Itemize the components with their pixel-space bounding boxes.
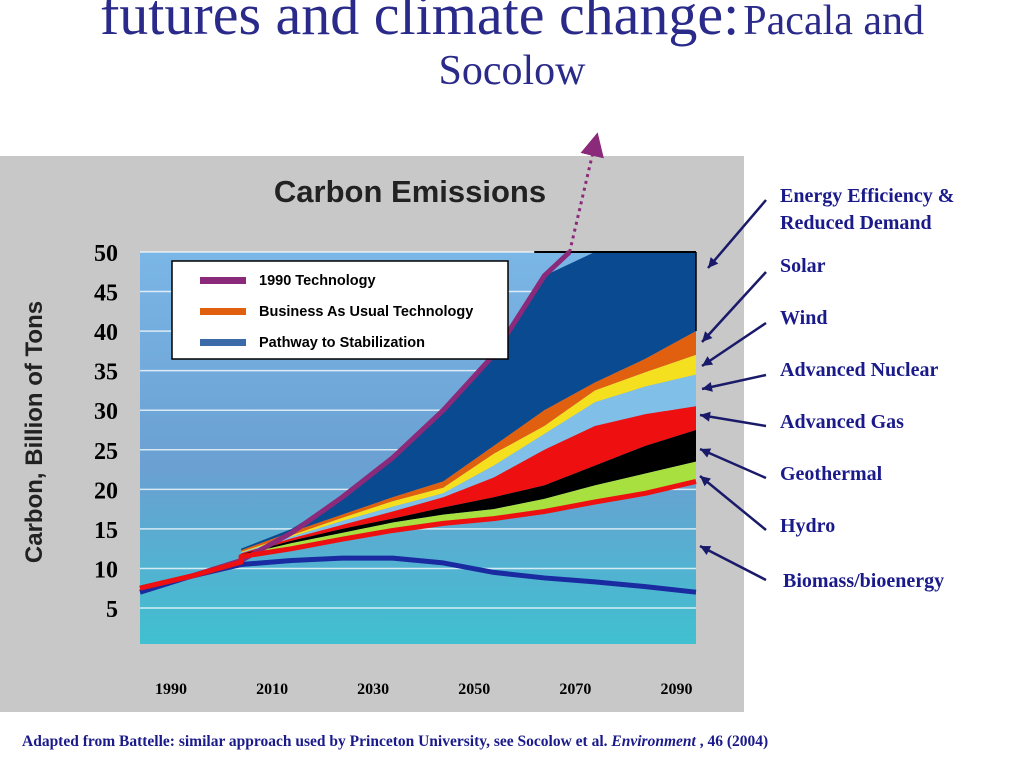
footer-prefix: Adapted from Battelle: similar approach … <box>22 733 608 750</box>
y-tick-label: 10 <box>94 557 118 583</box>
title-sub-1: Pacala and <box>743 0 925 44</box>
title-main: futures and climate change: <box>99 0 740 47</box>
title-sub-2: Socolow <box>438 48 586 94</box>
wedge-label-arrows <box>699 199 767 582</box>
legend-swatch <box>200 339 246 346</box>
wedge-area <box>241 406 696 555</box>
y-tick-label: 45 <box>94 281 118 307</box>
wedge-areas <box>241 251 697 557</box>
chart-title: Carbon Emissions <box>274 174 546 209</box>
x-tick-label: 2030 <box>357 681 389 698</box>
y-tick-label: 35 <box>94 360 118 386</box>
y-tick-label: 5 <box>106 597 118 623</box>
plot-top-border <box>534 251 696 253</box>
x-tick-label: 2010 <box>256 681 288 698</box>
label-arrow <box>707 199 767 269</box>
axes: 5 10 15 20 25 30 35 40 45 50 1990 2010 2030 2050 2070 2… <box>94 241 692 698</box>
legend: 1990 Technology Business As Usual Technol… <box>171 260 509 360</box>
label-biomass: Biomass/bioenergy <box>783 570 945 592</box>
label-solar: Solar <box>780 255 826 277</box>
legend-label: 1990 Technology <box>259 273 376 289</box>
slide-title: futures and climate change: Pacala and S… <box>0 0 1024 92</box>
x-tick-label: 2070 <box>559 681 591 698</box>
label-arrow-head <box>702 356 714 366</box>
label-arrow-head <box>700 411 711 422</box>
label-arrow <box>699 475 767 531</box>
label-arrow <box>699 413 767 428</box>
label-arrow-head <box>700 476 711 487</box>
legend-label: Pathway to Stabilization <box>259 335 425 351</box>
y-tick-label: 30 <box>94 399 118 425</box>
source-footnote: Adapted from Battelle: similar approach … <box>22 733 768 751</box>
wedge-area <box>241 461 696 557</box>
label-energy-efficiency: Energy Efficiency & Reduced Demand <box>780 185 955 234</box>
y-axis-label: Carbon, Billion of Tons <box>21 301 48 563</box>
label-arrow-head <box>700 448 712 458</box>
label-arrow <box>701 373 767 391</box>
y-tick-label: 40 <box>94 320 118 346</box>
label-advanced-nuclear: Advanced Nuclear <box>780 359 939 381</box>
label-arrow <box>699 447 767 480</box>
series-line-1990-technology-extension <box>568 132 604 253</box>
label-advanced-gas: Advanced Gas <box>780 411 904 433</box>
label-arrow <box>701 321 767 368</box>
label-hydro: Hydro <box>780 515 836 537</box>
legend-swatch <box>200 308 246 315</box>
wedge-area <box>241 430 696 555</box>
label-arrow-head <box>700 546 712 556</box>
label-arrow-head <box>708 257 719 268</box>
wedge-area <box>241 374 696 554</box>
footer-journal: Environment <box>611 733 696 750</box>
x-tick-label: 2050 <box>458 681 490 698</box>
y-tick-label: 20 <box>94 478 118 504</box>
x-tick-label: 2090 <box>660 681 692 698</box>
legend-label: Business As Usual Technology <box>259 304 473 320</box>
label-geothermal: Geothermal <box>780 463 883 485</box>
label-arrow-head <box>702 331 713 342</box>
series-line-biomass-boundary <box>139 478 697 591</box>
wedge-area <box>241 354 696 553</box>
x-tick-label: 1990 <box>155 681 187 698</box>
label-arrow <box>699 544 767 582</box>
y-tick-label: 50 <box>94 241 118 267</box>
label-arrow-head <box>702 381 713 392</box>
y-tick-label: 25 <box>94 439 118 465</box>
series-lines <box>139 132 697 595</box>
label-wind: Wind <box>780 307 828 329</box>
y-tick-label: 15 <box>94 518 118 544</box>
label-arrow <box>701 271 767 343</box>
footer-suffix: , 46 (2004) <box>699 733 769 750</box>
wedge-area <box>241 252 696 551</box>
legend-swatch <box>200 277 246 284</box>
